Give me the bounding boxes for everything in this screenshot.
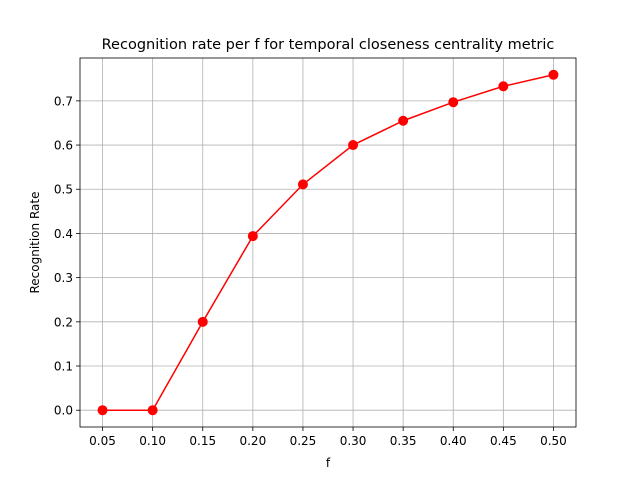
- plot-frame: [79, 57, 577, 428]
- y-tick-label: 0.3: [54, 271, 73, 285]
- x-tick-label: 0.35: [390, 434, 417, 448]
- y-tick-label: 0.0: [54, 404, 73, 418]
- series-layer: [97, 69, 559, 416]
- data-point: [197, 316, 208, 327]
- x-tick-label: 0.45: [490, 434, 517, 448]
- x-tick-label: 0.05: [89, 434, 116, 448]
- x-axis-ticks: 0.05 0.10 0.15 0.20 0.25 0.30 0.35 0.40 0.45 0.50: [89, 427, 567, 448]
- x-tick-label: 0.10: [139, 434, 166, 448]
- y-gridlines: [80, 100, 576, 411]
- data-point: [498, 81, 509, 92]
- x-axis-label: f: [326, 456, 331, 470]
- y-tick-label: 0.6: [54, 139, 73, 153]
- x-tick-label: 0.30: [340, 434, 367, 448]
- data-point: [147, 405, 158, 416]
- x-tick-label: 0.15: [189, 434, 216, 448]
- y-axis-ticks: 0.0 0.1 0.2 0.3 0.4 0.5 0.6 0.7: [54, 94, 80, 418]
- series-line: [102, 74, 554, 411]
- data-point: [297, 179, 308, 190]
- data-point: [247, 231, 258, 242]
- x-tick-label: 0.20: [239, 434, 266, 448]
- data-point: [448, 97, 459, 108]
- data-point: [348, 140, 359, 151]
- y-axis-label: Recognition Rate: [28, 192, 42, 294]
- data-point: [548, 69, 559, 80]
- chart-title: Recognition rate per f for temporal clos…: [102, 37, 555, 53]
- x-tick-label: 0.50: [540, 434, 567, 448]
- y-tick-label: 0.7: [54, 94, 73, 108]
- y-tick-label: 0.5: [54, 183, 73, 197]
- x-tick-label: 0.25: [290, 434, 317, 448]
- y-tick-label: 0.4: [54, 227, 73, 241]
- data-point: [97, 405, 108, 416]
- y-tick-label: 0.2: [54, 315, 73, 329]
- x-gridlines: [102, 58, 554, 427]
- data-point: [398, 115, 409, 126]
- x-tick-label: 0.40: [440, 434, 467, 448]
- y-tick-label: 0.1: [54, 360, 73, 374]
